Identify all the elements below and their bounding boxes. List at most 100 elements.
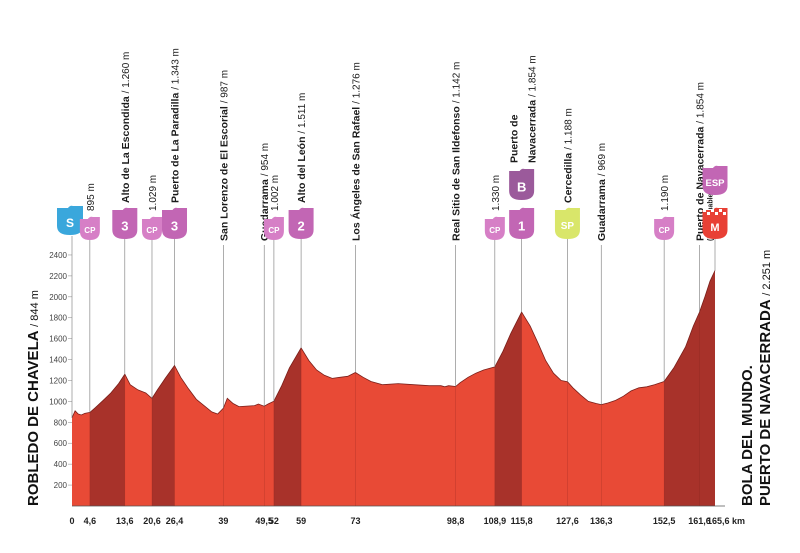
x-tick-label: 4,6 — [84, 516, 97, 526]
climb-segment — [494, 312, 522, 506]
x-tick-label: 20,6 — [143, 516, 161, 526]
x-tick-label: 59 — [296, 516, 306, 526]
cp-badge — [654, 216, 675, 240]
climb-badge-label: 3 — [121, 219, 128, 234]
bonus-badge — [509, 168, 535, 200]
start-badge-label: S — [66, 216, 74, 230]
waypoint-label: 1.330 m — [491, 175, 502, 211]
x-tick-label: 136,3 — [590, 516, 613, 526]
finish-check — [711, 209, 714, 212]
waypoint-label: Alto del León / 1.511 m — [296, 93, 308, 203]
waypoint-label: 1.002 m — [270, 175, 281, 211]
y-tick-label: 2000 — [49, 293, 67, 302]
climb-segment — [89, 374, 125, 506]
waypoint-text: Guadarrama / 969 m — [596, 143, 608, 241]
cp-badge — [141, 216, 162, 240]
waypoint-text: 1.029 m — [148, 175, 159, 211]
esp-badge-label: ESP — [705, 178, 725, 189]
waypoint-label: 1.029 m — [148, 175, 159, 211]
climb-badge — [509, 207, 535, 239]
cp-badge-label: CP — [268, 226, 280, 235]
waypoint-text: Los Ángeles de San Rafael / 1.276 m — [349, 62, 362, 241]
cp-badge — [484, 216, 505, 240]
waypoint-text: Alto del León / 1.511 m — [296, 93, 308, 203]
cp-badge-label: CP — [659, 226, 671, 235]
y-tick-label: 800 — [54, 418, 68, 427]
waypoint-label: Cercedilla / 1.188 m — [562, 108, 574, 203]
finish-label-line1: BOLA DEL MUNDO. — [739, 365, 756, 506]
x-tick-label: 26,4 — [166, 516, 184, 526]
waypoint-label: Puerto de — [509, 114, 521, 163]
x-tick-label: 0 — [69, 516, 74, 526]
climb-segment — [273, 347, 302, 506]
start-text: ROBLEDO DE CHAVELA / 844 m — [25, 290, 42, 506]
waypoint-text: Navacerrada / 1.854 m — [527, 55, 539, 163]
waypoint-text: Puerto de La Paradilla / 1.343 m — [170, 48, 182, 203]
start-badge — [57, 205, 83, 235]
waypoint-label: Real Sitio de San Ildefonso / 1.142 m — [451, 62, 463, 241]
x-tick-label: 161,6 — [688, 516, 711, 526]
bonus-badge-label: B — [517, 180, 526, 195]
waypoint-text: Puerto de — [509, 114, 521, 163]
climb-badge-label: 3 — [171, 219, 178, 234]
y-tick-label: 2400 — [49, 251, 67, 260]
sprint-badge — [554, 207, 580, 239]
x-tick-label: 13,6 — [116, 516, 134, 526]
climb-badge — [112, 207, 138, 239]
cp-badge-label: CP — [84, 226, 96, 235]
waypoint-text: 1.002 m — [270, 175, 281, 211]
elevation-line — [71, 270, 716, 418]
sprint-badge-label: SP — [561, 221, 575, 232]
waypoint-text: 1.330 m — [491, 175, 502, 211]
finish-check — [715, 212, 718, 215]
finish-check — [707, 212, 710, 215]
waypoint-label: 1.190 m — [660, 175, 671, 211]
y-tick-label: 1200 — [49, 376, 67, 385]
finish-check — [703, 209, 706, 212]
finish-badge — [702, 207, 728, 239]
climb-segment — [664, 270, 715, 506]
x-tick-label: 152,5 — [653, 516, 676, 526]
x-tick-label: 52 — [269, 516, 279, 526]
waypoint-text: Real Sitio de San Ildefonso / 1.142 m — [451, 62, 463, 241]
climb-badge — [288, 207, 314, 239]
x-tick-label: 115,8 — [511, 516, 533, 526]
finish-text-1: BOLA DEL MUNDO. — [739, 365, 756, 506]
x-tick-label: 73 — [350, 516, 360, 526]
waypoint-label: Los Ángeles de San Rafael / 1.276 m — [349, 62, 362, 241]
esp-badge — [702, 165, 728, 195]
climb-badge-label: 1 — [518, 219, 525, 234]
waypoint-text: Alto de La Escondida / 1.260 m — [120, 52, 132, 203]
y-tick-label: 1400 — [49, 356, 67, 365]
climb-badge — [162, 207, 188, 239]
finish-text-2: PUERTO DE NAVACERRADA / 2.251 m — [757, 250, 774, 506]
finish-badge-label: M — [710, 222, 719, 234]
finish-check — [723, 212, 726, 215]
waypoint-label: Guadarrama / 969 m — [596, 143, 608, 241]
waypoint-text: 1.190 m — [660, 175, 671, 211]
cp-badge — [79, 216, 100, 240]
finish-label-line2: PUERTO DE NAVACERRADA / 2.251 m — [757, 250, 774, 506]
waypoint-text: 895 m — [86, 183, 97, 211]
waypoint-label: San Lorenzo de El Escorial / 987 m — [218, 70, 230, 241]
x-tick-label: 39 — [218, 516, 228, 526]
y-tick-label: 1000 — [49, 397, 67, 406]
x-tick-label: 108,9 — [484, 516, 507, 526]
y-tick-label: 200 — [54, 481, 68, 490]
waypoint-label: Alto de La Escondida / 1.260 m — [120, 52, 132, 203]
y-tick-label: 600 — [54, 439, 68, 448]
y-tick-label: 1600 — [49, 335, 67, 344]
waypoint-label: Puerto de La Paradilla / 1.343 m — [170, 48, 182, 203]
y-tick-label: 400 — [54, 460, 68, 469]
waypoint-label-line2: Navacerrada / 1.854 m — [527, 55, 539, 163]
y-tick-label: 1800 — [49, 314, 67, 323]
x-tick-label: 165,6 km — [707, 516, 745, 526]
waypoint-text: San Lorenzo de El Escorial / 987 m — [218, 70, 230, 241]
cp-badge-label: CP — [489, 226, 501, 235]
finish-check — [719, 209, 722, 212]
waypoint-text: Cercedilla / 1.188 m — [562, 108, 574, 203]
climb-badge-label: 2 — [297, 219, 304, 234]
x-tick-label: 49,5 — [255, 516, 273, 526]
